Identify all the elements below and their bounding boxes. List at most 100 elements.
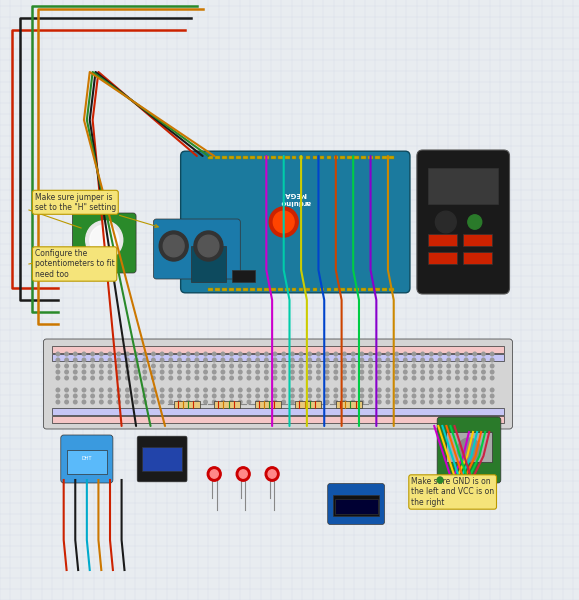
Circle shape: [282, 358, 285, 362]
Circle shape: [457, 438, 481, 462]
Circle shape: [386, 358, 390, 362]
Bar: [361, 156, 366, 159]
Bar: [257, 156, 262, 159]
Bar: [278, 156, 283, 159]
Circle shape: [256, 358, 259, 362]
Circle shape: [108, 358, 112, 362]
Bar: [299, 288, 303, 291]
Circle shape: [273, 352, 277, 356]
Circle shape: [325, 394, 329, 398]
Circle shape: [195, 364, 199, 368]
Circle shape: [473, 370, 477, 374]
Circle shape: [159, 231, 188, 261]
Circle shape: [412, 394, 416, 398]
Circle shape: [351, 370, 355, 374]
Circle shape: [230, 376, 233, 380]
Bar: [320, 288, 324, 291]
Bar: [446, 432, 492, 462]
Circle shape: [195, 388, 199, 392]
Circle shape: [343, 376, 346, 380]
Circle shape: [212, 400, 216, 404]
Circle shape: [317, 400, 320, 404]
Bar: [327, 288, 331, 291]
Circle shape: [65, 394, 68, 398]
Bar: [334, 156, 338, 159]
Circle shape: [386, 394, 390, 398]
Circle shape: [100, 400, 103, 404]
Circle shape: [282, 364, 285, 368]
Circle shape: [447, 364, 450, 368]
Circle shape: [308, 400, 312, 404]
Circle shape: [378, 400, 381, 404]
Circle shape: [447, 370, 450, 374]
Bar: [313, 288, 317, 291]
Circle shape: [447, 358, 450, 362]
Circle shape: [351, 394, 355, 398]
Text: Configure the
potentiometers to fit
need too: Configure the potentiometers to fit need…: [35, 249, 115, 279]
Circle shape: [143, 358, 146, 362]
Circle shape: [273, 364, 277, 368]
Bar: [334, 288, 338, 291]
Bar: [389, 288, 394, 291]
Circle shape: [212, 370, 216, 374]
Bar: [354, 288, 359, 291]
Circle shape: [299, 364, 303, 368]
Circle shape: [152, 370, 155, 374]
Circle shape: [239, 370, 242, 374]
Circle shape: [430, 394, 433, 398]
Circle shape: [230, 400, 233, 404]
Circle shape: [395, 358, 398, 362]
Circle shape: [369, 364, 372, 368]
Circle shape: [91, 370, 94, 374]
Circle shape: [212, 394, 216, 398]
Circle shape: [412, 370, 416, 374]
Bar: [229, 288, 234, 291]
Circle shape: [117, 364, 120, 368]
Circle shape: [456, 376, 459, 380]
Circle shape: [100, 364, 103, 368]
Bar: [257, 288, 262, 291]
Circle shape: [108, 370, 112, 374]
FancyBboxPatch shape: [328, 484, 384, 524]
Circle shape: [456, 394, 459, 398]
Circle shape: [282, 376, 285, 380]
Bar: [215, 156, 220, 159]
Circle shape: [65, 358, 68, 362]
Circle shape: [291, 364, 294, 368]
Bar: [236, 156, 241, 159]
Circle shape: [204, 394, 207, 398]
Circle shape: [143, 376, 146, 380]
Circle shape: [194, 231, 223, 261]
Circle shape: [435, 211, 456, 233]
Circle shape: [91, 364, 94, 368]
Circle shape: [247, 394, 251, 398]
Circle shape: [351, 388, 355, 392]
Circle shape: [456, 388, 459, 392]
Circle shape: [317, 352, 320, 356]
Bar: [320, 156, 324, 159]
Bar: [361, 288, 366, 291]
Circle shape: [282, 400, 285, 404]
Circle shape: [447, 376, 450, 380]
Bar: [333, 495, 379, 516]
Circle shape: [273, 358, 277, 362]
Circle shape: [100, 358, 103, 362]
Circle shape: [100, 370, 103, 374]
Circle shape: [186, 352, 190, 356]
Circle shape: [482, 394, 485, 398]
Circle shape: [473, 388, 477, 392]
Circle shape: [308, 358, 312, 362]
Circle shape: [386, 388, 390, 392]
Bar: [347, 288, 352, 291]
Circle shape: [438, 358, 442, 362]
Circle shape: [395, 376, 398, 380]
Circle shape: [490, 376, 494, 380]
Circle shape: [221, 394, 225, 398]
Circle shape: [430, 364, 433, 368]
Text: DHT: DHT: [82, 457, 92, 461]
Circle shape: [239, 388, 242, 392]
Circle shape: [143, 400, 146, 404]
Circle shape: [239, 364, 242, 368]
Circle shape: [464, 352, 468, 356]
Circle shape: [430, 376, 433, 380]
